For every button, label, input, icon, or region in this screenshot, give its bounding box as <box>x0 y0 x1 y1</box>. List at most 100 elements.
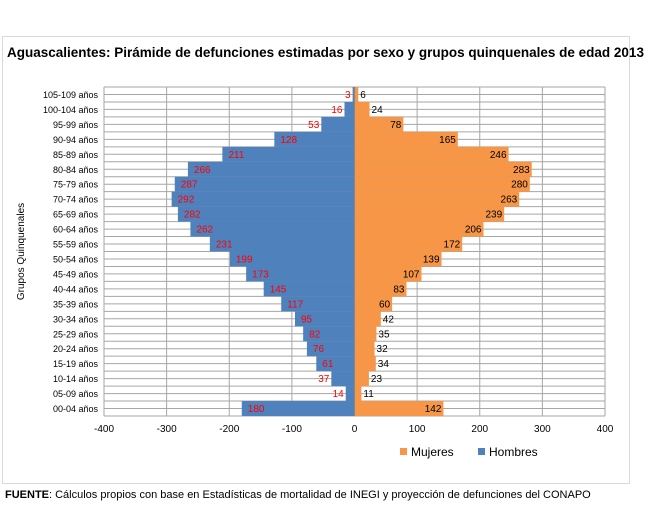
x-tick-label: 300 <box>534 424 551 435</box>
y-tick-label: 70-74 años <box>53 195 99 205</box>
bar-mujeres <box>354 251 442 267</box>
bar-hombres <box>174 176 355 192</box>
x-tick-label: -100 <box>282 424 302 435</box>
data-label-hombres: 231 <box>216 240 233 251</box>
bar-mujeres <box>354 401 444 416</box>
y-tick-label: 105-109 años <box>43 90 99 100</box>
data-label-mujeres: 6 <box>360 90 366 101</box>
bar-mujeres <box>354 146 509 162</box>
y-tick-label: 55-59 años <box>53 240 99 250</box>
bar-hombres <box>321 116 355 132</box>
data-label-hombres: 95 <box>301 314 313 325</box>
footer-text: : Cálculos propios con base en Estadísti… <box>49 489 591 501</box>
data-label-mujeres: 172 <box>444 240 461 251</box>
bar-mujeres <box>354 161 532 177</box>
data-label-mujeres: 24 <box>372 105 384 116</box>
bar-hombres <box>316 356 355 372</box>
bar-mujeres <box>354 101 370 117</box>
bar-hombres <box>352 87 355 102</box>
y-tick-label: 80-84 años <box>53 165 99 175</box>
y-tick-label: 85-89 años <box>53 150 99 160</box>
data-label-mujeres: 165 <box>439 135 456 146</box>
data-label-hombres: 61 <box>322 359 334 370</box>
data-label-mujeres: 246 <box>490 150 507 161</box>
bar-hombres <box>187 161 355 177</box>
y-tick-label: 60-64 años <box>53 225 99 235</box>
bar-mujeres <box>354 191 520 207</box>
x-tick-label: 200 <box>471 424 488 435</box>
data-label-hombres: 266 <box>194 165 211 176</box>
x-tick-label: 0 <box>352 424 358 435</box>
y-tick-label: 75-79 años <box>53 180 99 190</box>
bar-mujeres <box>354 311 381 327</box>
legend-swatch-mujeres <box>400 448 407 455</box>
bar-hombres <box>190 221 355 237</box>
data-label-hombres: 292 <box>178 195 195 206</box>
bar-hombres <box>177 206 355 222</box>
x-tick-label: -400 <box>94 424 114 435</box>
bar-hombres <box>345 386 355 402</box>
bar-mujeres <box>354 371 369 387</box>
bar-mujeres <box>354 87 359 102</box>
bar-hombres <box>281 296 355 312</box>
data-label-mujeres: 107 <box>403 269 420 280</box>
bar-mujeres <box>354 386 362 402</box>
data-label-mujeres: 35 <box>378 329 390 340</box>
data-label-hombres: 282 <box>184 210 201 221</box>
bar-hombres <box>222 146 355 162</box>
legend-label-hombres: Hombres <box>489 445 538 459</box>
bar-mujeres <box>354 176 530 192</box>
bar-mujeres <box>354 266 422 282</box>
bar-mujeres <box>354 116 404 132</box>
y-tick-label: 65-69 años <box>53 210 99 220</box>
bar-hombres <box>246 266 355 282</box>
bar-mujeres <box>354 326 377 342</box>
bar-hombres <box>295 311 355 327</box>
y-tick-label: 05-09 años <box>53 389 99 399</box>
data-label-mujeres: 263 <box>501 195 518 206</box>
data-label-mujeres: 206 <box>465 225 482 236</box>
bar-hombres <box>306 341 355 357</box>
data-label-hombres: 287 <box>181 180 198 191</box>
legend-swatch-hombres <box>478 448 485 455</box>
footer: FUENTE: Cálculos propios con base en Est… <box>5 489 591 501</box>
data-label-mujeres: 42 <box>383 314 395 325</box>
data-label-hombres: 16 <box>331 105 343 116</box>
bar-hombres <box>274 131 355 147</box>
data-label-hombres: 199 <box>236 254 253 265</box>
x-tick-label: 100 <box>409 424 426 435</box>
data-label-mujeres: 83 <box>393 284 405 295</box>
bar-hombres <box>263 281 355 297</box>
data-label-hombres: 180 <box>248 404 265 415</box>
data-label-mujeres: 60 <box>379 299 391 310</box>
chart-frame <box>2 36 630 484</box>
data-label-mujeres: 283 <box>513 165 530 176</box>
bar-hombres <box>241 401 355 416</box>
y-tick-label: 40-44 años <box>53 284 99 294</box>
data-label-hombres: 145 <box>270 284 287 295</box>
data-label-hombres: 76 <box>313 344 325 355</box>
y-tick-label: 00-04 años <box>53 404 99 414</box>
bar-mujeres <box>354 236 463 252</box>
bar-mujeres <box>354 356 376 372</box>
x-tick-label: 400 <box>597 424 614 435</box>
footer-label: FUENTE <box>5 489 49 501</box>
bar-mujeres <box>354 131 458 147</box>
data-label-hombres: 173 <box>252 269 269 280</box>
data-label-hombres: 3 <box>345 90 351 101</box>
bar-hombres <box>229 251 355 267</box>
data-label-hombres: 117 <box>287 299 303 310</box>
bar-hombres <box>171 191 355 207</box>
y-axis-title: Grupos Quinquenales <box>16 203 27 300</box>
data-label-mujeres: 34 <box>378 359 390 370</box>
y-tick-label: 90-94 años <box>53 135 99 145</box>
y-tick-label: 15-19 años <box>53 359 99 369</box>
data-label-hombres: 82 <box>309 329 321 340</box>
bar-mujeres <box>354 221 484 237</box>
data-label-hombres: 53 <box>308 120 320 131</box>
data-label-hombres: 14 <box>333 389 345 400</box>
y-tick-label: 95-99 años <box>53 120 99 130</box>
data-label-mujeres: 23 <box>371 374 383 385</box>
data-label-hombres: 211 <box>228 150 244 161</box>
